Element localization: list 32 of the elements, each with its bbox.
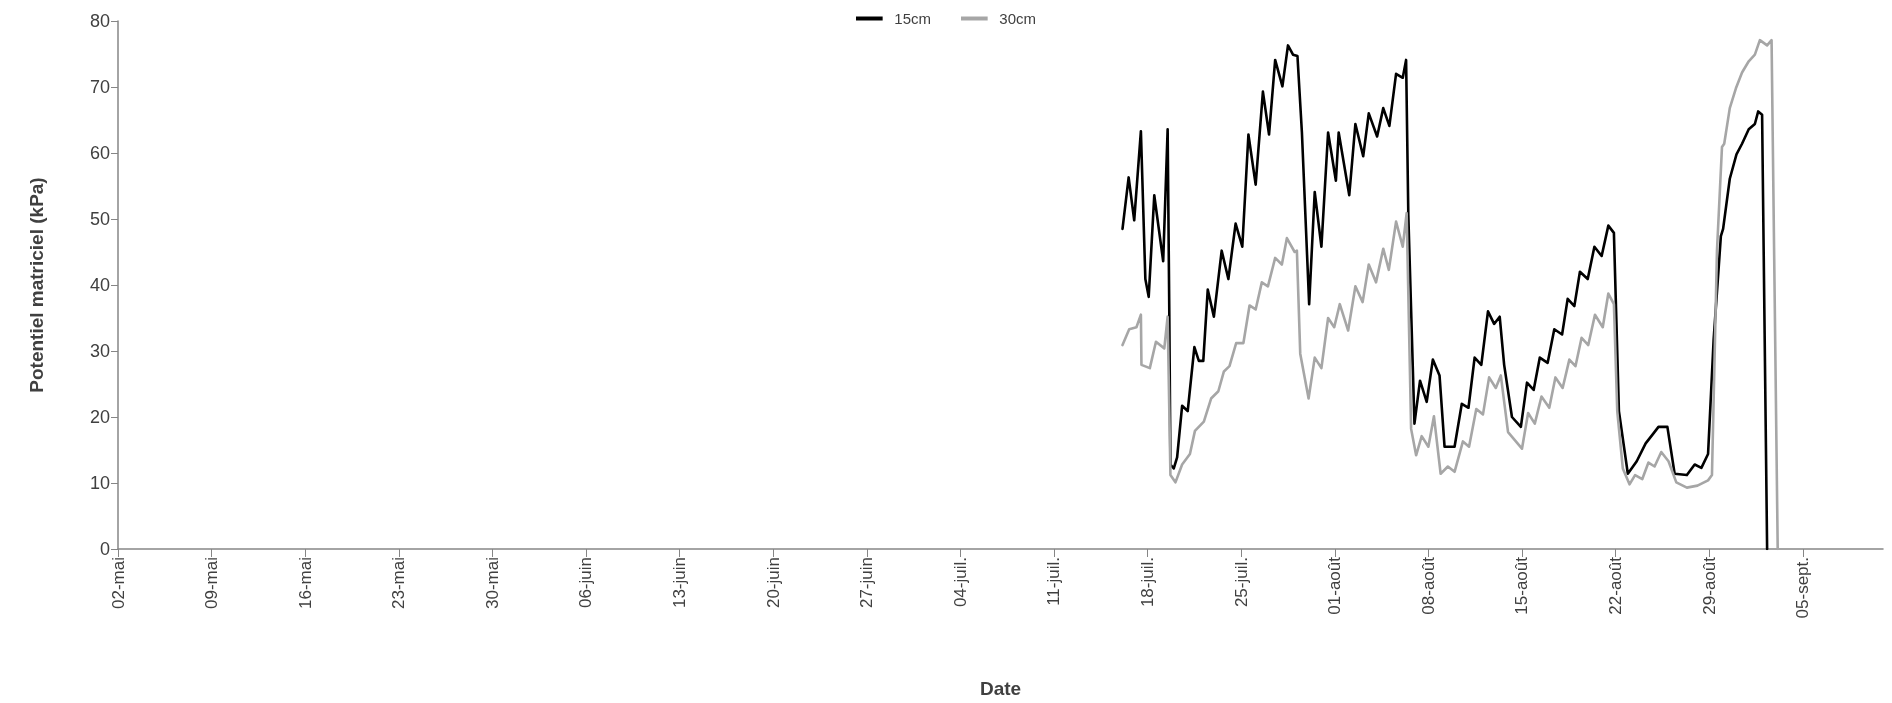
x-tick-label: 16-mai: [295, 557, 315, 609]
y-tick-label: 60: [89, 143, 110, 163]
x-tick-label: 15-août: [1512, 556, 1532, 615]
y-axis-title: Potentiel matriciel (kPa): [26, 177, 47, 393]
x-tick-label: 30-mai: [482, 557, 502, 609]
x-tick-label: 20-juin: [763, 557, 783, 609]
y-tick-label: 20: [89, 407, 110, 427]
y-tick-label: 30: [89, 341, 110, 361]
y-tick-label: 40: [89, 275, 110, 295]
x-tick-label: 06-juin: [576, 557, 596, 609]
legend-label: 30cm: [999, 10, 1037, 27]
x-tick-label: 01-août: [1325, 556, 1345, 615]
x-tick-label: 13-juin: [670, 557, 690, 609]
x-tick-label: 04-juil.: [950, 557, 970, 608]
x-tick-label: 25-juil.: [1231, 557, 1251, 608]
x-tick-label: 05-sept.: [1793, 557, 1813, 619]
x-axis-title: Date: [979, 678, 1022, 699]
x-tick-label: 27-juin: [857, 557, 877, 609]
y-tick-label: 70: [89, 77, 110, 97]
x-tick-label: 11-juil.: [1044, 557, 1064, 606]
x-tick-label: 09-mai: [202, 557, 222, 609]
legend-label: 15cm: [894, 10, 932, 27]
x-tick-label: 18-juil.: [1138, 557, 1158, 608]
y-tick-label: 0: [99, 539, 110, 559]
y-tick-label: 80: [89, 11, 110, 31]
x-tick-label: 08-août: [1418, 556, 1438, 615]
x-tick-label: 02-mai: [108, 557, 128, 609]
x-tick-label: 22-août: [1606, 556, 1626, 615]
y-tick-label: 10: [89, 473, 110, 493]
y-tick-label: 50: [89, 209, 110, 229]
x-tick-label: 29-août: [1699, 556, 1719, 615]
x-tick-label: 23-mai: [389, 557, 409, 609]
